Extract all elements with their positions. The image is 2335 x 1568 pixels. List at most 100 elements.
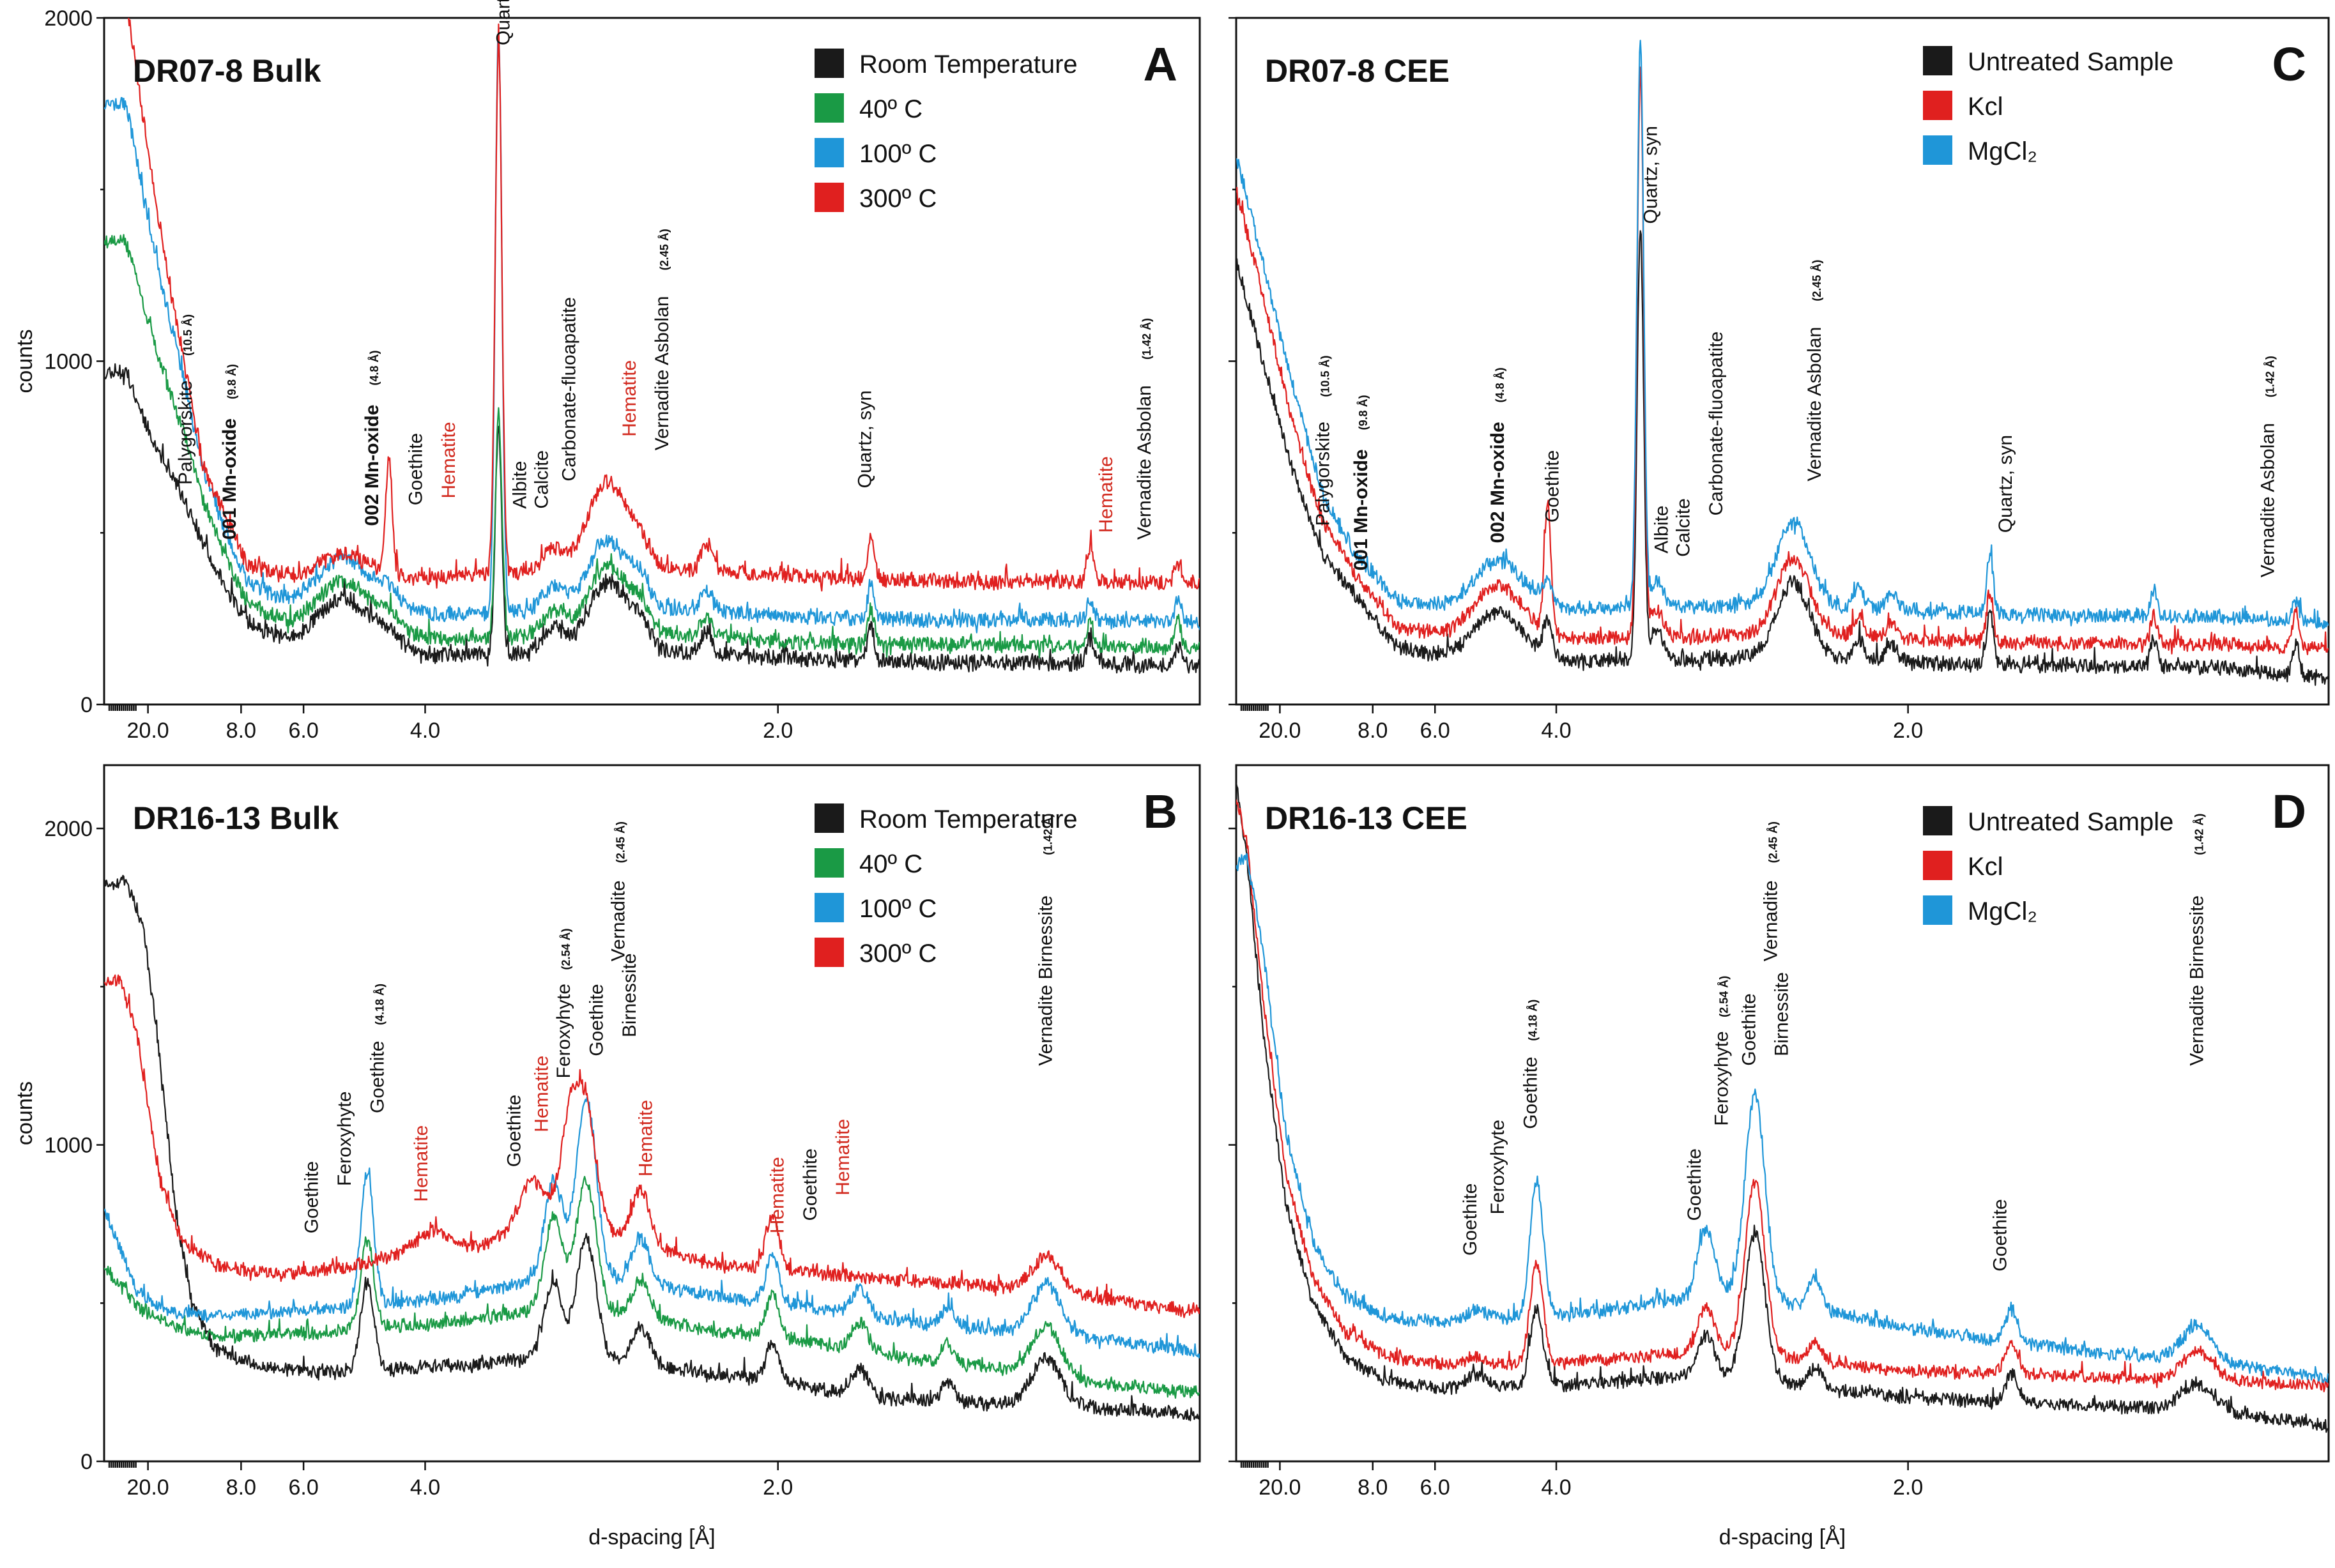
peak-annotation: Quartz, syn: [1640, 126, 1661, 224]
peak-label: Vernadite: [608, 880, 629, 961]
x-tick-label: 6.0: [288, 1475, 318, 1500]
peak-label: Goethite: [1520, 1056, 1541, 1129]
peak-annotation: Calcite: [1673, 498, 1694, 557]
peak-label-sub: (2.54 Å): [1718, 976, 1731, 1017]
peak-annotation: Goethite: [1738, 993, 1759, 1065]
peak-annotation: Hematite: [438, 422, 459, 498]
peak-label-sub: (9.8 Å): [1357, 395, 1370, 430]
series-line-100-c: [104, 1097, 1200, 1359]
plot-frame: [1235, 17, 2330, 706]
peak-annotation: Hematite: [619, 360, 640, 437]
peak-label-sub: (2.45 Å): [1811, 260, 1823, 301]
series-line-room-temperature: [104, 363, 1200, 674]
series-line-room-temperature: [104, 874, 1200, 1422]
peak-label: Vernadite Birnessite: [1036, 895, 1057, 1066]
legend-label: 100º C: [859, 895, 937, 923]
series-group: [104, 874, 1200, 1422]
panel-a: 0 1000 2000 20.0 8.0 6.0 4.0 2.0 counts DR07-8 Bu…: [13, 0, 1201, 743]
panel-title: DR07-8 CEE: [1265, 53, 1450, 89]
y-tick-label: 1000: [44, 1134, 93, 1158]
peak-annotation: Vernadite Birnessite (1.42 Å): [1036, 814, 1057, 1066]
x-tick-label: 8.0: [226, 719, 256, 743]
legend-swatch: [1923, 851, 1952, 880]
x-tick-label: 20.0: [1259, 1475, 1301, 1500]
peak-annotation: 001 Mn-oxide (9.8 Å): [219, 364, 240, 540]
peak-label-sub: (2.45 Å): [658, 229, 671, 270]
peak-label-sub: (4.8 Å): [368, 350, 381, 385]
legend-swatch: [815, 93, 844, 123]
panel-letter: C: [2272, 38, 2306, 91]
peak-annotation: Goethite: [1684, 1148, 1705, 1221]
peak-annotation: Vernadite Asbolan (2.45 Å): [1804, 260, 1825, 482]
peak-label: Hematite: [832, 1119, 854, 1196]
peak-label-sub: (4.18 Å): [1526, 1000, 1539, 1041]
peak-label: Vernadite: [1760, 880, 1781, 961]
panel-letter: A: [1144, 38, 1177, 91]
legend-label: Room Temperature: [859, 50, 1078, 79]
peak-label-sub: (10.5 Å): [1319, 355, 1331, 397]
legend-swatch: [815, 938, 844, 967]
peak-annotation: Birnessite: [1772, 972, 1793, 1056]
series-group: [1236, 782, 2329, 1433]
legend-label: 40º C: [859, 95, 923, 123]
legend-swatch: [815, 183, 844, 212]
peak-annotation: Vernadite Asbolan (1.42 Å): [1134, 318, 1155, 540]
panel-b: 0 1000 2000 20.0 8.0 6.0 4.0 2.0 counts d-spacing…: [13, 764, 1201, 1549]
legend-label: MgCl₂: [1968, 137, 2037, 165]
x-axis-title: d-spacing [Å]: [588, 1525, 715, 1549]
peak-label: Hematite: [438, 422, 459, 498]
peak-annotation: Quartz, syn: [493, 0, 514, 45]
peak-label: 002 Mn-oxide: [1487, 422, 1508, 543]
panel-c: 20.0 8.0 6.0 4.0 2.0 DR07-8 CEE C Untreated Sam…: [1229, 17, 2330, 743]
peak-label: Goethite: [1738, 993, 1759, 1065]
peak-label: 001 Mn-oxide: [219, 418, 240, 540]
peak-annotation: 002 Mn-oxide (4.8 Å): [1487, 367, 1508, 543]
peak-annotation: Quartz, syn: [855, 390, 876, 488]
peak-label-sub: (4.8 Å): [1494, 367, 1506, 402]
x-tick-label: 4.0: [410, 1475, 440, 1500]
peak-annotation: Calcite: [532, 450, 553, 509]
x-tick-label: 4.0: [1541, 719, 1571, 743]
peak-label-sub: (2.45 Å): [615, 821, 627, 863]
x-tick-label: 2.0: [1893, 719, 1923, 743]
series-group: [104, 18, 1200, 674]
x-tick-label: 2.0: [1893, 1475, 1923, 1500]
legend-label: Untreated Sample: [1968, 808, 2173, 836]
x-tick-label: 6.0: [1420, 719, 1450, 743]
x-axis-title: d-spacing [Å]: [1719, 1525, 1846, 1549]
y-tick-label: 0: [80, 1450, 93, 1474]
legend-swatch: [815, 803, 844, 833]
peak-annotation: Hematite: [1096, 456, 1117, 533]
peak-annotation: Vernadite (2.45 Å): [1760, 821, 1781, 961]
legend-swatch: [1923, 135, 1952, 165]
peak-annotation: Goethite (4.18 Å): [1520, 1000, 1541, 1129]
peak-annotation: Feroxyhyte (2.54 Å): [553, 928, 574, 1078]
peak-annotation: Feroxyhyte: [1487, 1120, 1508, 1214]
peak-label: Feroxyhyte: [334, 1092, 355, 1186]
peak-annotation: Hematite: [636, 1100, 657, 1176]
peak-annotation: Goethite: [301, 1161, 322, 1233]
series-line-kcl: [1236, 66, 2329, 655]
legend-label: 300º C: [859, 185, 937, 213]
series-line-100-c: [104, 35, 1200, 634]
peak-annotation: Goethite: [586, 984, 607, 1056]
series-line-mgcl-: [1236, 40, 2329, 630]
peak-label: Albite: [1651, 505, 1672, 553]
legend-swatch: [815, 49, 844, 78]
x-tick-label: 6.0: [288, 719, 318, 743]
legend-label: 100º C: [859, 140, 937, 168]
peak-annotation: Goethite: [1990, 1199, 2011, 1271]
peak-label: Birnessite: [619, 953, 640, 1037]
panel-d: 20.0 8.0 6.0 4.0 2.0 d-spacing [Å] DR16-13 CEE…: [1229, 764, 2330, 1549]
peak-label: Goethite: [301, 1161, 322, 1233]
x-tick-label: 2.0: [763, 719, 793, 743]
peak-label: 002 Mn-oxide: [362, 404, 383, 526]
peak-label: Vernadite Asbolan: [652, 296, 673, 450]
series-line-kcl: [1236, 799, 2329, 1392]
legend-swatch: [1923, 46, 1952, 75]
peak-annotation: 002 Mn-oxide (4.8 Å): [362, 350, 383, 526]
peak-annotation: Goethite: [1460, 1184, 1481, 1256]
panel-letter: B: [1144, 785, 1177, 838]
legend-swatch: [1923, 806, 1952, 835]
panel-letter: D: [2272, 785, 2306, 838]
